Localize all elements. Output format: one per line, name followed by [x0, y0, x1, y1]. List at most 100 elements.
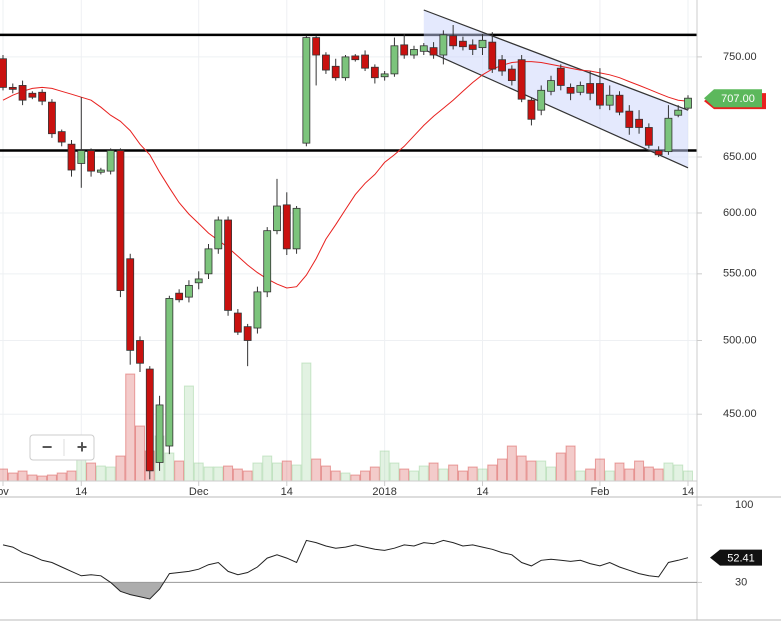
- volume-bar: [624, 468, 635, 481]
- volume-bar: [594, 458, 605, 481]
- volume-bar: [536, 460, 547, 481]
- candle-body: [459, 40, 467, 48]
- candle-body: [87, 150, 95, 172]
- volume-bar: [56, 472, 67, 481]
- volume-bar: [369, 466, 380, 481]
- candle-body: [302, 37, 311, 144]
- volume-bar: [320, 465, 331, 481]
- volume-bar: [272, 462, 282, 481]
- candle-body: [586, 83, 595, 94]
- candle-body: [224, 219, 232, 311]
- volume-bar: [95, 465, 106, 481]
- volume-bar: [389, 462, 400, 481]
- candle-body: [419, 45, 428, 52]
- volume-bar: [438, 468, 449, 481]
- candle-body: [331, 65, 340, 79]
- y-tick-label: 100: [735, 499, 753, 511]
- volume-bar: [360, 470, 371, 481]
- x-tick-label: Dec: [189, 486, 209, 498]
- volume-bar: [575, 470, 586, 481]
- volume-bar: [653, 468, 664, 481]
- candle-body: [439, 34, 448, 56]
- candle-body: [576, 85, 585, 93]
- y-tick-label: 750.00: [723, 51, 757, 63]
- candle-body: [664, 117, 673, 153]
- moving-average: [2, 61, 689, 289]
- candle-body: [273, 205, 281, 232]
- volume-bar: [546, 466, 556, 481]
- candle-body: [322, 54, 330, 71]
- candle-body: [429, 47, 438, 56]
- volume-bar: [86, 462, 97, 481]
- oversold-area: [3, 582, 688, 599]
- candle-body: [126, 258, 135, 351]
- candle-body: [214, 219, 223, 250]
- volume-bar: [634, 460, 645, 481]
- candle-body: [77, 150, 86, 164]
- volume-bar: [487, 464, 498, 481]
- zoom-in[interactable]: +: [77, 437, 88, 457]
- candle-body: [28, 92, 37, 98]
- candle-body: [185, 284, 193, 298]
- candle-body: [67, 143, 76, 171]
- volume-bar: [516, 455, 527, 481]
- candle-body: [478, 39, 487, 49]
- volume-bar: [311, 458, 322, 481]
- x-tick-label: ov: [0, 486, 9, 498]
- y-tick-label: 450.00: [723, 408, 757, 420]
- volume-bar: [457, 470, 468, 481]
- x-tick-label: 14: [75, 486, 87, 498]
- candle-body: [507, 68, 516, 82]
- candle-body: [263, 230, 272, 293]
- volume-bar: [428, 462, 439, 481]
- volume-bar: [643, 466, 654, 481]
- volume-bar: [409, 470, 419, 481]
- volume-bar: [379, 450, 390, 481]
- volume-bar: [125, 373, 136, 481]
- y-tick-label: 600.00: [723, 207, 757, 219]
- volume-bar: [448, 464, 459, 481]
- annotation-layer: [0, 9, 697, 289]
- volume-bar: [242, 470, 253, 481]
- volume-bar: [301, 362, 312, 481]
- volume-bar: [213, 466, 224, 481]
- oscillator-line: [2, 539, 689, 600]
- candle-body: [361, 54, 369, 69]
- candle-body: [537, 89, 546, 111]
- volume-bar: [673, 464, 684, 481]
- volume-bar: [223, 465, 234, 481]
- candle-body: [136, 340, 144, 364]
- volume-bar: [262, 455, 273, 481]
- oscillator-tag: [710, 549, 762, 566]
- volume-bar: [281, 460, 292, 481]
- zoom-out[interactable]: −: [42, 437, 53, 457]
- candle-body: [48, 101, 56, 135]
- y-tick-label: 550.00: [723, 268, 757, 280]
- candle-body: [547, 80, 555, 92]
- volume-bar: [604, 470, 615, 481]
- oscillator-layer: 100 30: [0, 499, 753, 600]
- oscillator-value: 52.41: [727, 553, 755, 565]
- candle-body: [0, 58, 7, 88]
- volume-bar: [477, 468, 488, 481]
- channel-edge: [423, 9, 689, 111]
- candle-body: [165, 298, 174, 447]
- candle-body: [615, 94, 624, 113]
- volume-bar: [350, 474, 361, 481]
- candle-body: [596, 83, 604, 106]
- volume-bar: [115, 455, 126, 481]
- candle-body: [605, 94, 614, 106]
- candle-body: [468, 44, 477, 50]
- candle-body: [370, 66, 379, 79]
- channel-edge: [423, 48, 689, 169]
- price-tags: 707.00 52.41: [704, 89, 766, 566]
- candle-body: [556, 67, 565, 86]
- candle-body: [390, 45, 399, 75]
- candle-body: [175, 292, 184, 301]
- volume-bar: [683, 470, 693, 481]
- candle-body: [654, 150, 663, 156]
- y-tick-label: 650.00: [723, 151, 757, 163]
- volume-bar: [330, 470, 341, 481]
- volume-bar: [467, 466, 478, 481]
- candle-body: [625, 110, 634, 128]
